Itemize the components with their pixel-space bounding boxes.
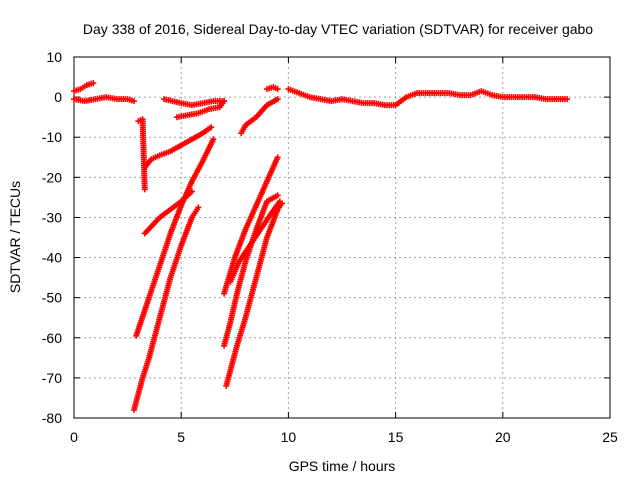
series-baseline-early <box>71 94 138 105</box>
y-tick-label: 0 <box>54 89 62 105</box>
data-point <box>274 154 281 161</box>
series-early-bump <box>71 80 97 95</box>
y-tick-label: 10 <box>46 49 62 65</box>
series-steep-a2 <box>141 188 195 237</box>
x-tick-label: 20 <box>495 429 511 445</box>
x-axis: 0 5 10 15 20 25 <box>70 57 618 445</box>
y-axis-label: SDTVAR / TECUs <box>7 181 23 293</box>
data-point <box>131 98 138 105</box>
x-tick-label: 10 <box>281 429 297 445</box>
x-tick-label: 25 <box>602 429 618 445</box>
series-steep-a3 <box>131 204 202 413</box>
plot-frame <box>73 56 611 419</box>
y-tick-label: -30 <box>42 209 62 225</box>
data-point <box>210 136 217 143</box>
chart-title: Day 338 of 2016, Sidereal Day-to-day VTE… <box>83 21 593 37</box>
x-tick-label: 15 <box>388 429 404 445</box>
data-point <box>141 186 148 193</box>
x-axis-label: GPS time / hours <box>289 458 396 474</box>
data-point <box>195 204 202 211</box>
data-point <box>274 96 281 103</box>
y-tick-label: -70 <box>42 370 62 386</box>
series-arc-a <box>141 124 215 171</box>
x-tick-label: 5 <box>177 429 185 445</box>
data-point <box>274 86 281 93</box>
y-tick-label: -10 <box>42 129 62 145</box>
series-steep-b1 <box>221 154 281 297</box>
data-point <box>90 80 97 87</box>
y-tick-label: -80 <box>42 410 62 426</box>
data-point <box>564 96 571 103</box>
series-isolated-a <box>135 116 148 193</box>
data-point <box>208 124 215 131</box>
series-arc-b <box>238 96 281 137</box>
series-steep-a1 <box>133 136 217 339</box>
series-baseline-late <box>285 86 571 109</box>
y-tick-label: -40 <box>42 250 62 266</box>
series-dip-a <box>161 96 228 109</box>
series-step-a <box>173 98 228 121</box>
series-bump-b <box>263 84 281 93</box>
x-tick-label: 0 <box>70 429 78 445</box>
y-tick-label: -60 <box>42 330 62 346</box>
data-points <box>71 80 571 413</box>
series-steep-b3 <box>223 200 285 389</box>
series-steep-b2 <box>221 192 281 349</box>
data-point <box>188 188 195 195</box>
grid-lines <box>74 57 610 418</box>
y-tick-label: -20 <box>42 169 62 185</box>
series-steep-b4 <box>227 198 283 285</box>
y-tick-label: -50 <box>42 290 62 306</box>
y-axis: 10 0 -10 -20 -30 -40 -50 -60 -70 -80 <box>42 49 610 426</box>
data-point <box>276 198 283 205</box>
data-point <box>221 98 228 105</box>
data-point <box>274 192 281 199</box>
